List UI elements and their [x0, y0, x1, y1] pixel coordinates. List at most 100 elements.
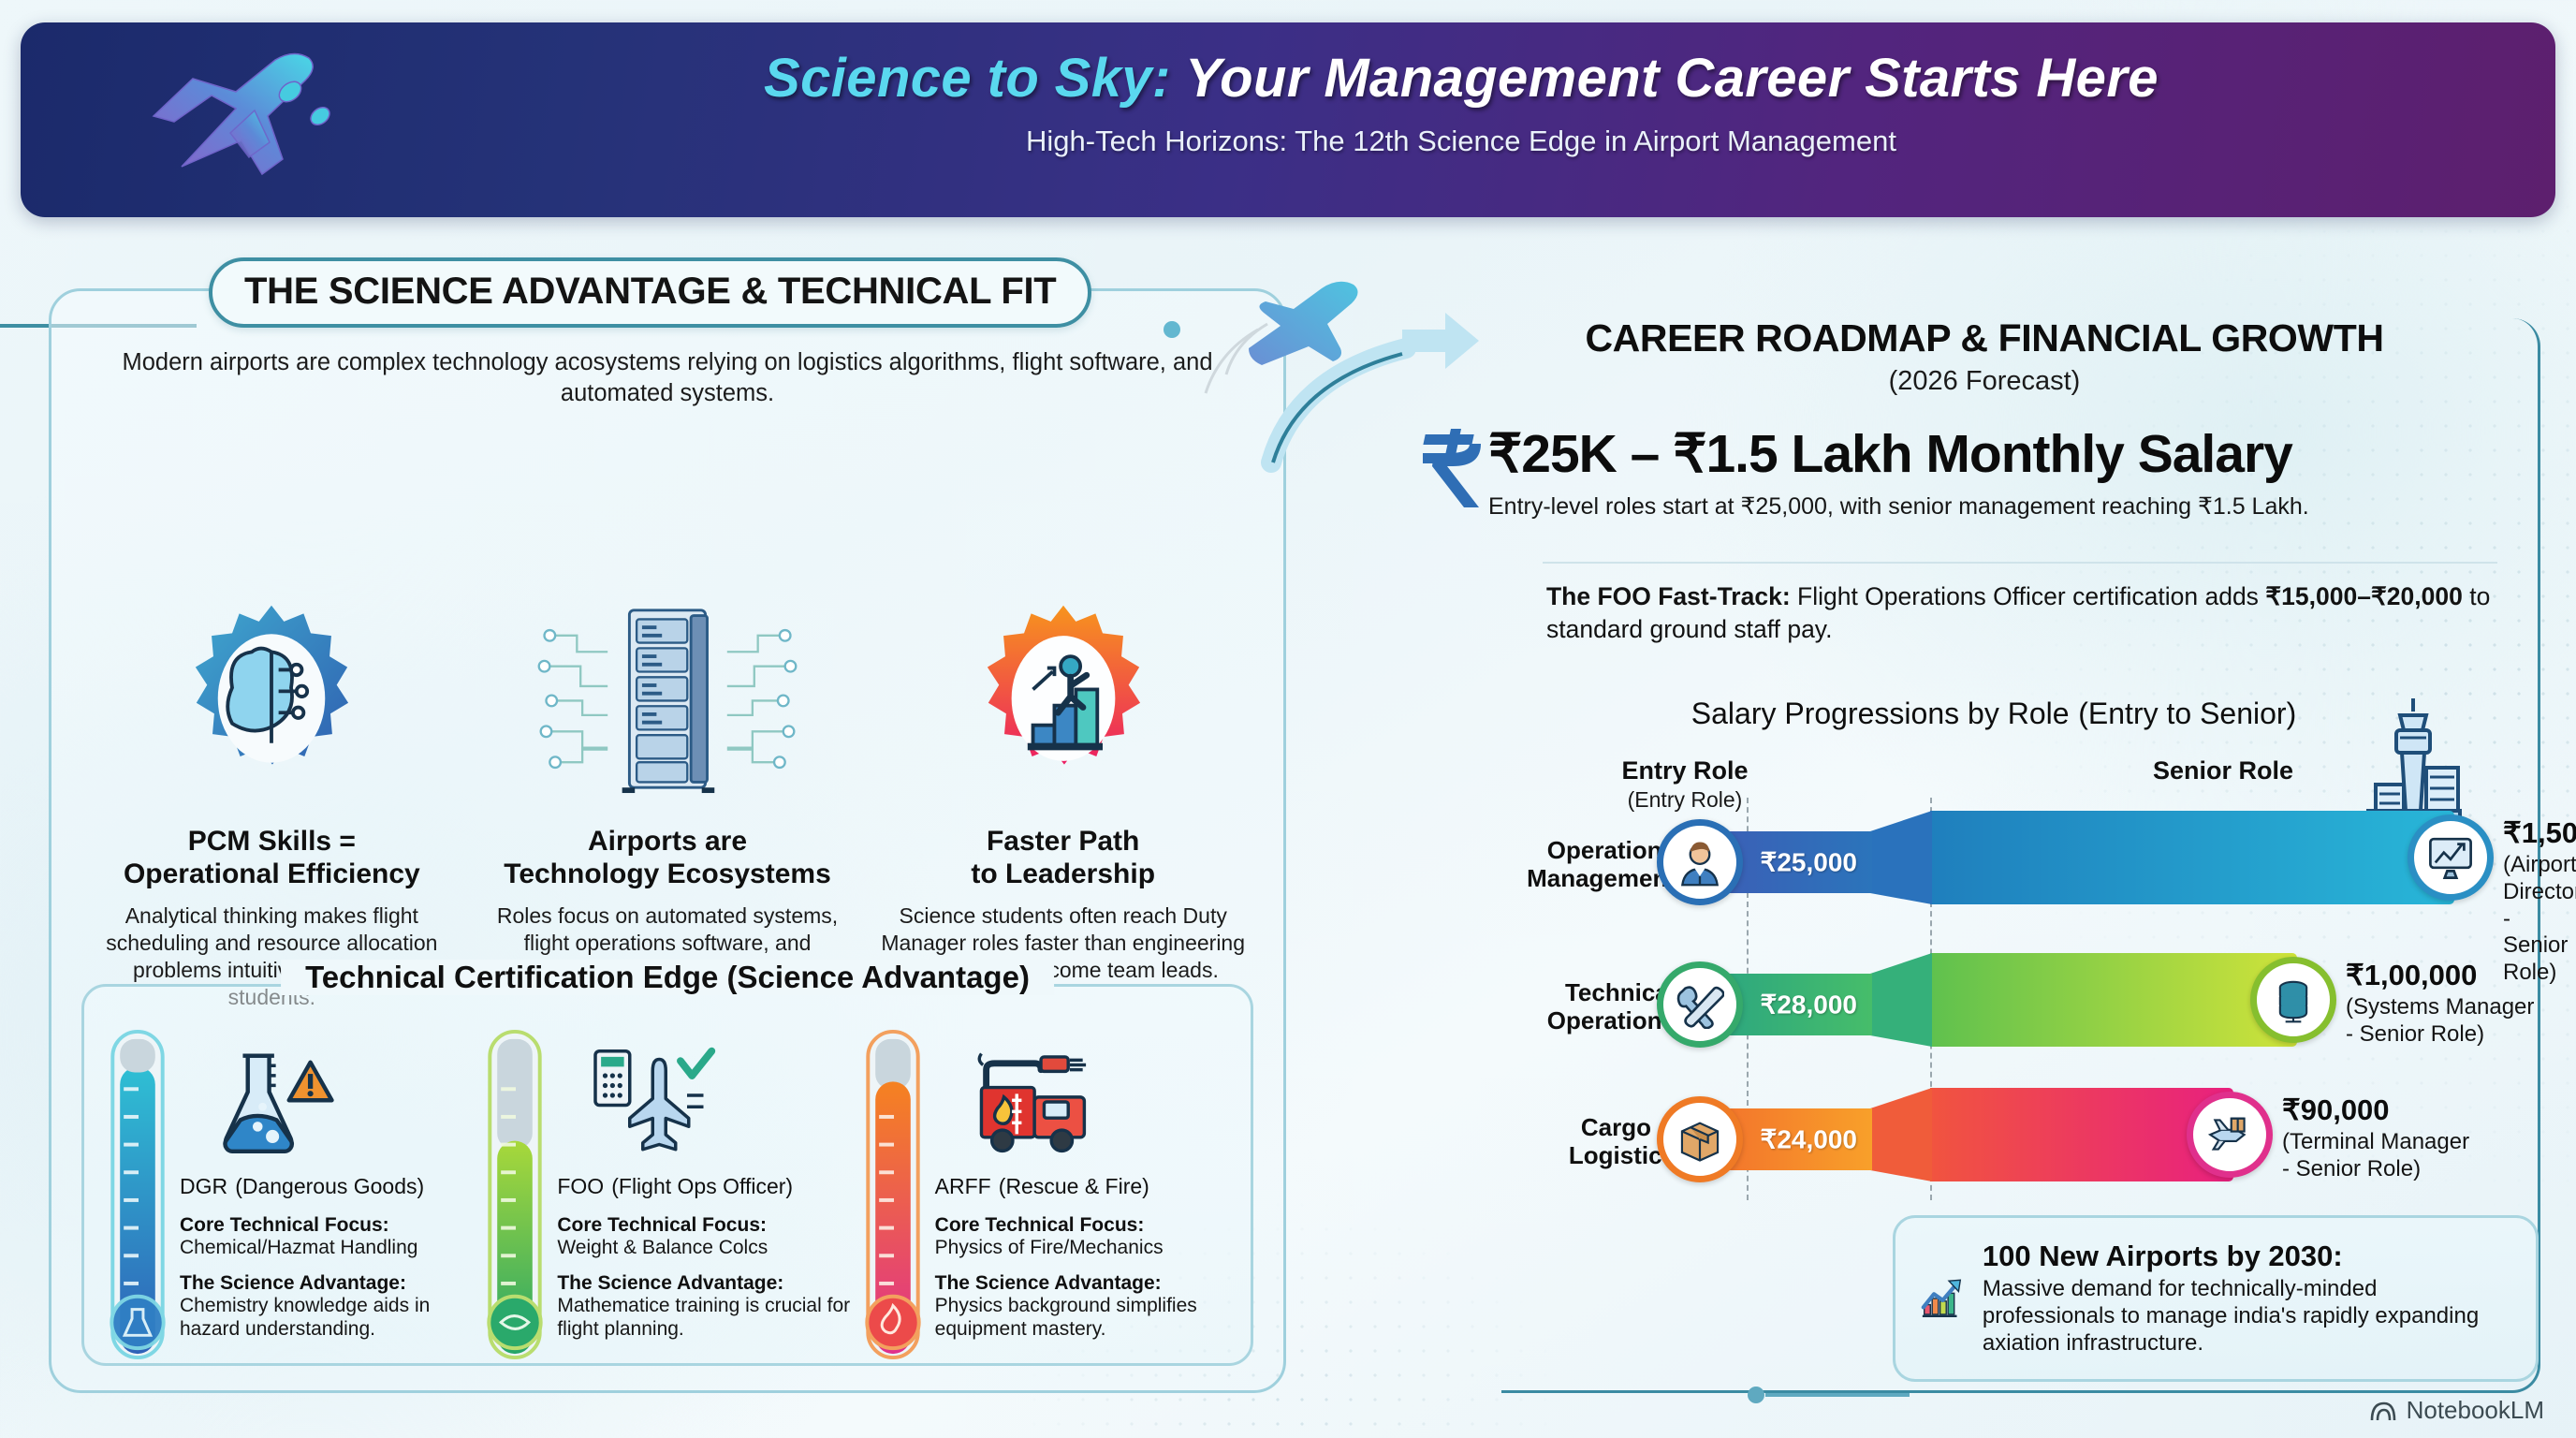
advantage-label: The Science Advantage:	[934, 1271, 1162, 1294]
airplane-icon	[152, 52, 330, 176]
career-roadmap-header: CAREER ROADMAP & FINANCIAL GROWTH (2026 …	[1516, 316, 2452, 397]
advantage-title-line1: PCM Skills =	[187, 826, 356, 857]
salary-headline-block: ₹25K – ₹1.5 Lakh Monthly Salary Entry-le…	[1423, 423, 2527, 521]
senior-role-line1: (Systems Manager	[2346, 994, 2535, 1020]
senior-role-line1: (Terminal Manager	[2282, 1129, 2470, 1154]
senior-role-line2: - Senior Role)	[2503, 905, 2569, 986]
left-lead-text: Modern airports are complex technology a…	[122, 349, 1213, 407]
entry-amount: ₹24,000	[1760, 1124, 1857, 1154]
flask-hazard-icon	[180, 1034, 473, 1170]
thermometer-arff	[862, 1028, 924, 1360]
certification-expansion: (Flight Ops Officer)	[611, 1174, 794, 1198]
advantage-title-line2: to Leadership	[971, 858, 1156, 890]
rupee-symbol-icon	[1423, 429, 1481, 507]
cardboard-box-icon	[1657, 1096, 1743, 1182]
advantage-title-line2: Operational Efficiency	[123, 858, 420, 890]
forecast-label: (2026 Forecast)	[1888, 366, 2081, 396]
certification-item-dgr: DGR (Dangerous Goods) Core Technical Foc…	[101, 1028, 478, 1360]
certification-expansion: (Rescue & Fire)	[998, 1174, 1149, 1198]
entry-role-axis-label: Entry Role (Entry Role)	[1587, 756, 1783, 813]
brain-gear-icon	[89, 572, 455, 825]
page-header: Science to Sky: Your Management Career S…	[21, 22, 2555, 217]
technical-certification-box: Technical Certification Edge (Science Ad…	[81, 960, 1253, 1366]
advantage-column-leadership: Faster Path to Leadership Science studen…	[865, 572, 1261, 1011]
senior-bar	[1930, 1088, 2233, 1181]
senior-role-name: (Airport Director - Senior Role)	[2503, 852, 2576, 987]
monitor-chart-icon	[2408, 814, 2494, 901]
callout-text: 100 New Airports by 2030: Massive demand…	[1983, 1240, 2511, 1357]
senior-bar	[1930, 811, 2454, 904]
advantage-title: Airports are Technology Ecosystems	[485, 825, 851, 891]
entry-role-sublabel: (Entry Role)	[1627, 787, 1743, 812]
certification-items: DGR (Dangerous Goods) Core Technical Foc…	[101, 1028, 1234, 1360]
section-title-left: THE SCIENCE ADVANTAGE & TECHNICAL FIT	[244, 271, 1057, 312]
page-title: Science to Sky: Your Management Career S…	[423, 47, 2499, 110]
new-airports-callout: 100 New Airports by 2030: Massive demand…	[1893, 1215, 2539, 1382]
advantage-label: The Science Advantage:	[180, 1271, 406, 1294]
section-title-right: CAREER ROADMAP & FINANCIAL GROWTH	[1585, 316, 2384, 360]
certification-title: FOO (Flight Ops Officer)	[557, 1170, 850, 1201]
senior-role-line1: (Airport Director	[2503, 852, 2576, 904]
salary-progression-title: Salary Progressions by Role (Entry to Se…	[1526, 695, 2462, 732]
foo-fast-track-box: The FOO Fast-Track: Flight Operations Of…	[1543, 562, 2497, 657]
foo-tail: to standard ground staff pay.	[1546, 582, 2491, 643]
focus-value: Weight & Balance Colcs	[557, 1237, 768, 1258]
wrench-screwdriver-icon	[1657, 961, 1743, 1048]
advantage-column-pcm: PCM Skills = Operational Efficiency Anal…	[74, 572, 470, 1011]
senior-amount: ₹90,000	[2282, 1093, 2390, 1126]
advantage-value: Physics background simplifies equipment …	[934, 1294, 1197, 1340]
science-advantage-panel: THE SCIENCE ADVANTAGE & TECHNICAL FIT Mo…	[49, 257, 1286, 1393]
advantage-title: Faster Path to Leadership	[880, 825, 1246, 891]
foo-text: Flight Operations Officer certification …	[1790, 582, 2266, 610]
person-climbing-stairs-gear-icon	[880, 572, 1246, 825]
foo-amount: ₹15,000–₹20,000	[2265, 582, 2463, 610]
career-roadmap-panel	[1501, 318, 2540, 1393]
certification-body-dgr: DGR (Dangerous Goods) Core Technical Foc…	[180, 1028, 473, 1352]
bar-wedge	[1870, 811, 1932, 904]
advantage-column-technology: Airports are Technology Ecosystems Roles…	[470, 572, 866, 1011]
advantage-title-line2: Technology Ecosystems	[504, 858, 831, 890]
focus-label: Core Technical Focus:	[557, 1214, 767, 1236]
salary-progression-chart: Entry Role (Entry Role) Senior Role Oper…	[1507, 749, 2576, 1217]
certification-title: DGR (Dangerous Goods)	[180, 1170, 473, 1201]
thermometer-foo	[484, 1028, 546, 1360]
notebooklm-icon	[2370, 1401, 2395, 1420]
certification-expansion: (Dangerous Goods)	[235, 1174, 425, 1198]
science-advantage-title-pill: THE SCIENCE ADVANTAGE & TECHNICAL FIT	[209, 257, 1092, 328]
focus-label: Core Technical Focus:	[934, 1214, 1145, 1236]
page-title-rest: Your Management Career Starts Here	[1185, 48, 2159, 109]
entry-amount: ₹25,000	[1760, 847, 1857, 877]
thermometer-dgr	[107, 1028, 168, 1360]
page-subtitle: High-Tech Horizons: The 12th Science Edg…	[1026, 125, 1896, 157]
senior-role-name: (Terminal Manager - Senior Role)	[2282, 1129, 2469, 1183]
focus-value: Chemical/Hazmat Handling	[180, 1237, 418, 1258]
office-worker-icon	[1657, 819, 1743, 905]
chart-row-technical-operations: Technical Operations ₹28,000	[1507, 953, 2565, 1064]
notebooklm-watermark: NotebookLM	[2369, 1396, 2544, 1425]
entry-amount: ₹28,000	[1760, 990, 1857, 1020]
watermark-label: NotebookLM	[2406, 1396, 2544, 1424]
advantage-body: Science students often reach Duty Manage…	[881, 902, 1246, 982]
senior-amount: ₹1,00,000	[2346, 959, 2478, 991]
certification-body-foo: FOO (Flight Ops Officer) Core Technical …	[557, 1028, 850, 1352]
page-title-accent: Science to Sky:	[764, 48, 1171, 109]
senior-role-name: (Systems Manager - Senior Role)	[2346, 994, 2534, 1049]
focus-value: Physics of Fire/Mechanics	[934, 1237, 1164, 1258]
certification-heading: Technical Certification Edge (Science Ad…	[281, 960, 1054, 995]
chart-row-operations-management: Operations Management ₹25,000	[1507, 811, 2576, 985]
senior-amount: ₹1,50,000	[2503, 816, 2576, 849]
certification-item-foo: FOO (Flight Ops Officer) Core Technical …	[478, 1028, 856, 1360]
certification-code: ARFF	[934, 1174, 991, 1198]
cargo-plane-icon	[2187, 1092, 2273, 1178]
fire-truck-icon	[935, 1034, 1228, 1170]
senior-role-line2: - Senior Role)	[2282, 1155, 2422, 1181]
focus-label: Core Technical Focus:	[180, 1214, 389, 1236]
bar-wedge	[1870, 953, 1932, 1047]
growth-bar-chart-arrow-icon	[1921, 1279, 1962, 1317]
advantage-label: The Science Advantage:	[557, 1271, 784, 1294]
certification-code: DGR	[180, 1174, 228, 1198]
callout-title: 100 New Airports by 2030:	[1982, 1240, 2343, 1273]
header-text-block: Science to Sky: Your Management Career S…	[423, 47, 2499, 158]
progression-title-sub: (Entry to Senior)	[2078, 697, 2297, 730]
progression-title-main: Salary Progressions by Role	[1690, 697, 2070, 730]
